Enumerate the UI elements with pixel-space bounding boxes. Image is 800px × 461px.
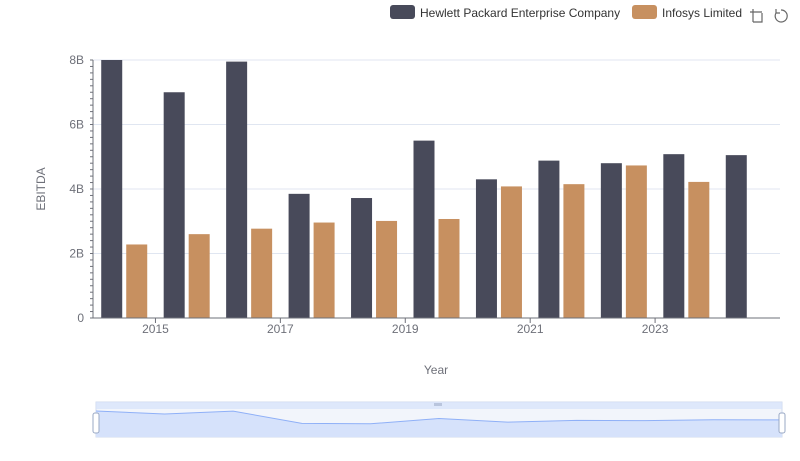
restore-icon[interactable] bbox=[774, 9, 788, 23]
bar-infosys-2014[interactable] bbox=[126, 244, 148, 318]
bars bbox=[101, 60, 747, 319]
bar-infosys-2017[interactable] bbox=[313, 222, 335, 318]
bar-hpe-2024[interactable] bbox=[725, 155, 747, 318]
data-zoom-handle-left[interactable] bbox=[92, 412, 100, 434]
bar-hpe-2020[interactable] bbox=[475, 179, 497, 318]
y-tick-label: 6B bbox=[69, 118, 84, 132]
data-zoom-preview-line bbox=[95, 410, 783, 425]
bar-hpe-2017[interactable] bbox=[288, 193, 310, 318]
bar-hpe-2022[interactable] bbox=[600, 163, 622, 318]
legend: Hewlett Packard Enterprise Company Infosy… bbox=[390, 5, 742, 20]
legend-label: Infosys Limited bbox=[662, 6, 742, 20]
y-axis-title: EBITDA bbox=[34, 167, 48, 210]
bar-hpe-2014[interactable] bbox=[101, 60, 123, 318]
x-tick-label: 2015 bbox=[142, 322, 169, 336]
x-tick-label: 2019 bbox=[392, 322, 419, 336]
bar-infosys-2020[interactable] bbox=[500, 186, 522, 318]
bar-infosys-2018[interactable] bbox=[376, 220, 398, 318]
bar-hpe-2021[interactable] bbox=[538, 160, 560, 318]
data-zoom-slider[interactable] bbox=[92, 401, 786, 438]
y-tick-label: 8B bbox=[69, 53, 84, 67]
bar-infosys-2015[interactable] bbox=[188, 234, 210, 318]
bar-hpe-2023[interactable] bbox=[663, 154, 685, 318]
bar-infosys-2021[interactable] bbox=[563, 184, 585, 318]
legend-item-hpe[interactable]: Hewlett Packard Enterprise Company bbox=[390, 5, 620, 20]
bar-hpe-2016[interactable] bbox=[226, 61, 248, 319]
y-tick-label: 0 bbox=[77, 311, 84, 325]
bar-infosys-2016[interactable] bbox=[251, 228, 273, 318]
legend-swatch bbox=[632, 5, 657, 19]
bar-hpe-2018[interactable] bbox=[351, 198, 373, 318]
y-axis: 0 2B 4B 6B 8B bbox=[69, 53, 94, 325]
data-zoom-handle-right[interactable] bbox=[778, 412, 786, 434]
bar-infosys-2022[interactable] bbox=[625, 165, 647, 318]
y-tick-label: 2B bbox=[69, 247, 84, 261]
x-tick-label: 2017 bbox=[267, 322, 294, 336]
bar-infosys-2019[interactable] bbox=[438, 218, 460, 318]
zoom-icon[interactable] bbox=[750, 9, 763, 23]
legend-item-infosys[interactable]: Infosys Limited bbox=[632, 5, 742, 20]
x-axis: 2015 2017 2019 2021 2023 bbox=[93, 317, 780, 336]
data-zoom-move-handle[interactable] bbox=[434, 403, 442, 406]
legend-label: Hewlett Packard Enterprise Company bbox=[420, 6, 620, 20]
bar-infosys-2023[interactable] bbox=[688, 181, 710, 318]
x-axis-title: Year bbox=[424, 363, 448, 377]
x-tick-label: 2023 bbox=[642, 322, 669, 336]
x-tick-label: 2021 bbox=[517, 322, 544, 336]
bar-hpe-2015[interactable] bbox=[163, 92, 185, 318]
bar-hpe-2019[interactable] bbox=[413, 140, 435, 318]
legend-swatch bbox=[390, 5, 415, 19]
y-tick-label: 4B bbox=[69, 182, 84, 196]
